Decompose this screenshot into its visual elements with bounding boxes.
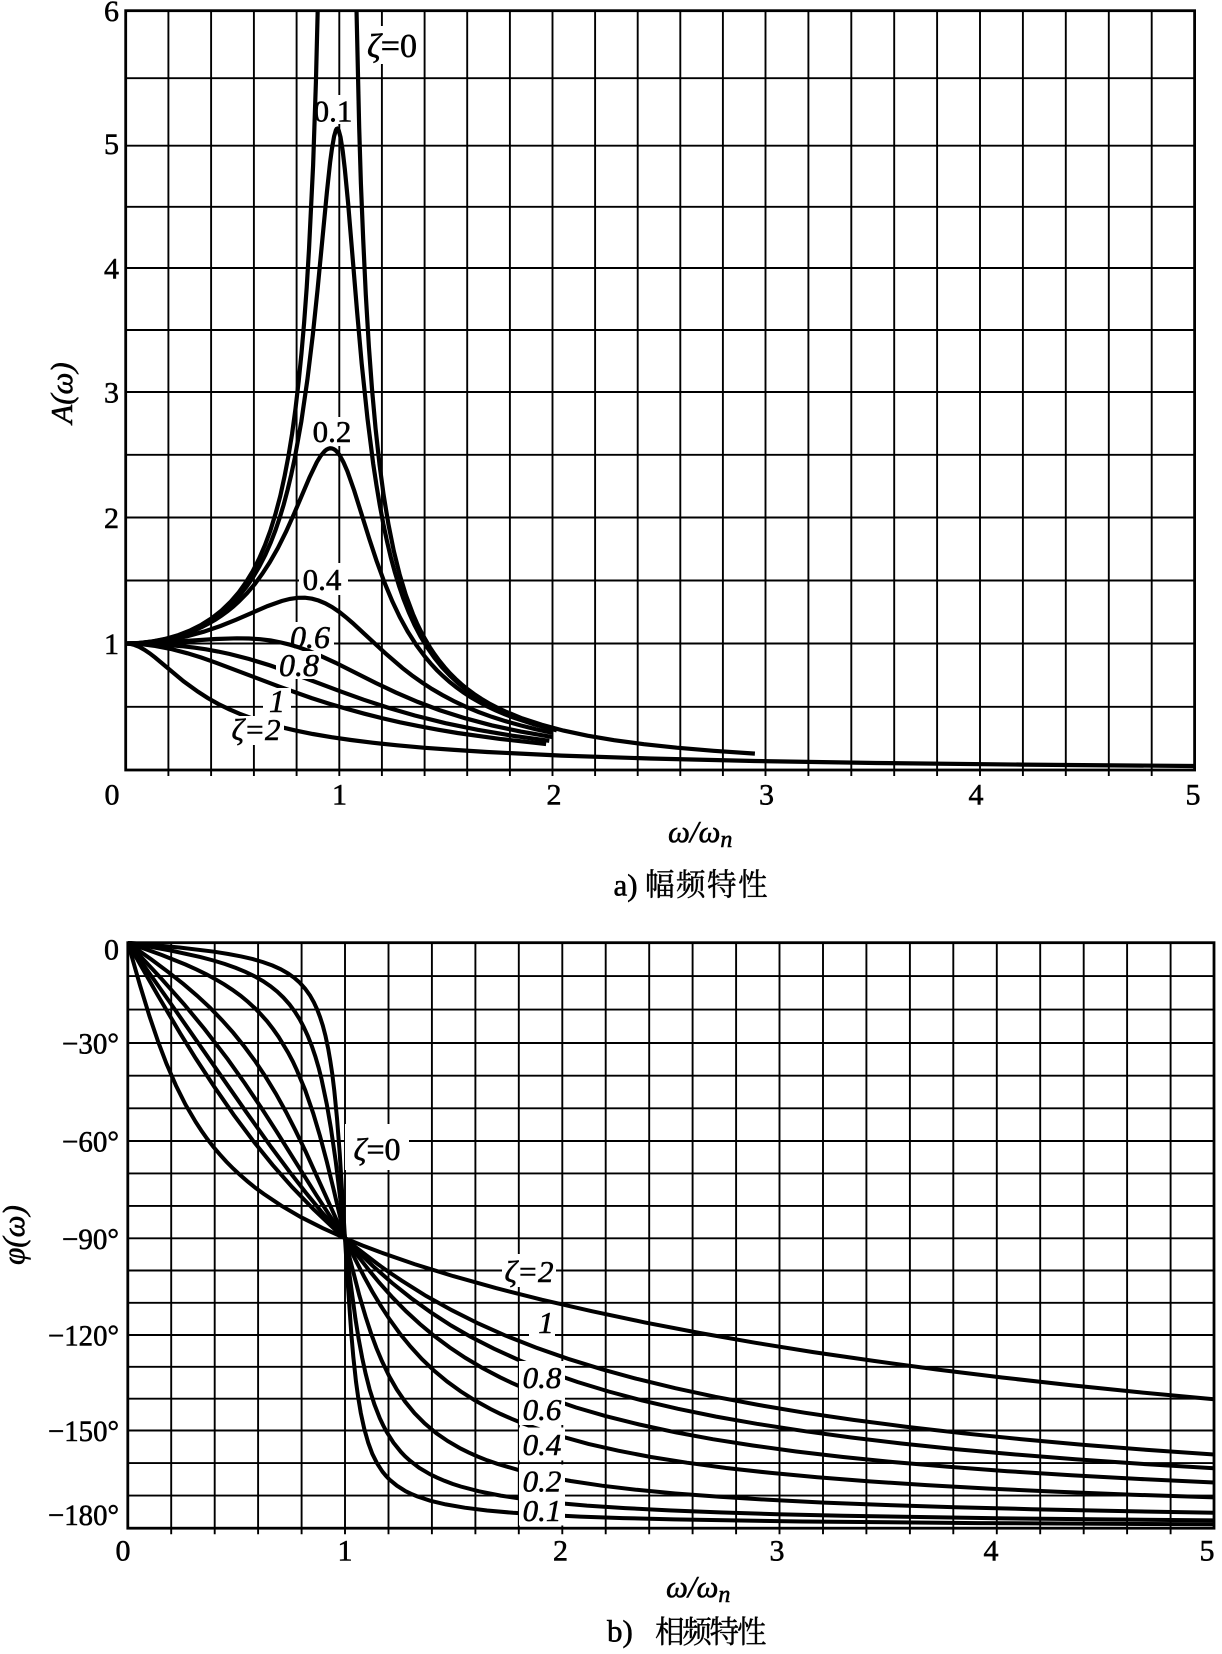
svg-text:−180°: −180° <box>48 1499 119 1532</box>
svg-text:1: 1 <box>269 683 285 719</box>
svg-text:2: 2 <box>104 502 119 535</box>
svg-text:−30°: −30° <box>62 1028 119 1061</box>
svg-text:3: 3 <box>104 377 119 410</box>
svg-text:0.2: 0.2 <box>313 414 352 449</box>
svg-text:A(ω): A(ω) <box>44 362 79 425</box>
svg-text:0.6: 0.6 <box>523 1392 562 1427</box>
svg-text:5: 5 <box>1200 1535 1215 1568</box>
svg-text:ζ=2: ζ=2 <box>505 1254 554 1289</box>
svg-text:0.8: 0.8 <box>523 1360 562 1395</box>
svg-text:−60°: −60° <box>62 1126 119 1159</box>
svg-text:2: 2 <box>553 1535 568 1568</box>
svg-text:−90°: −90° <box>62 1223 119 1256</box>
svg-text:ζ=2: ζ=2 <box>232 712 281 747</box>
svg-text:ω/ωn: ω/ωn <box>666 1569 730 1608</box>
svg-text:6: 6 <box>104 0 119 28</box>
svg-text:b): b) <box>607 1614 633 1649</box>
svg-text:0.1: 0.1 <box>523 1493 562 1528</box>
svg-text:1: 1 <box>332 779 347 812</box>
svg-text:ζ=0: ζ=0 <box>354 1131 401 1167</box>
svg-text:0: 0 <box>104 934 119 967</box>
svg-text:ω/ωn: ω/ωn <box>668 814 732 853</box>
svg-text:0.1: 0.1 <box>314 93 353 128</box>
svg-text:−150°: −150° <box>48 1415 119 1448</box>
svg-text:4: 4 <box>969 779 984 812</box>
svg-text:2: 2 <box>547 779 562 812</box>
svg-text:4: 4 <box>104 253 119 286</box>
svg-text:4: 4 <box>984 1535 999 1568</box>
svg-text:5: 5 <box>104 128 119 161</box>
svg-text:a): a) <box>614 868 638 903</box>
svg-text:0: 0 <box>105 779 120 812</box>
svg-text:0.6: 0.6 <box>290 619 330 655</box>
svg-text:0.4: 0.4 <box>523 1427 562 1462</box>
svg-text:0.4: 0.4 <box>303 562 342 597</box>
svg-text:−120°: −120° <box>48 1320 119 1353</box>
svg-text:1: 1 <box>338 1535 353 1568</box>
svg-text:0: 0 <box>116 1535 131 1568</box>
svg-text:ζ=0: ζ=0 <box>367 28 417 65</box>
svg-text:φ(ω): φ(ω) <box>0 1205 31 1265</box>
svg-text:3: 3 <box>759 779 774 812</box>
svg-text:0.8: 0.8 <box>279 647 319 683</box>
svg-text:5: 5 <box>1186 779 1201 812</box>
svg-text:3: 3 <box>770 1535 785 1568</box>
svg-text:1: 1 <box>538 1305 554 1340</box>
svg-text:1: 1 <box>104 628 119 661</box>
svg-text:0.2: 0.2 <box>523 1463 562 1498</box>
